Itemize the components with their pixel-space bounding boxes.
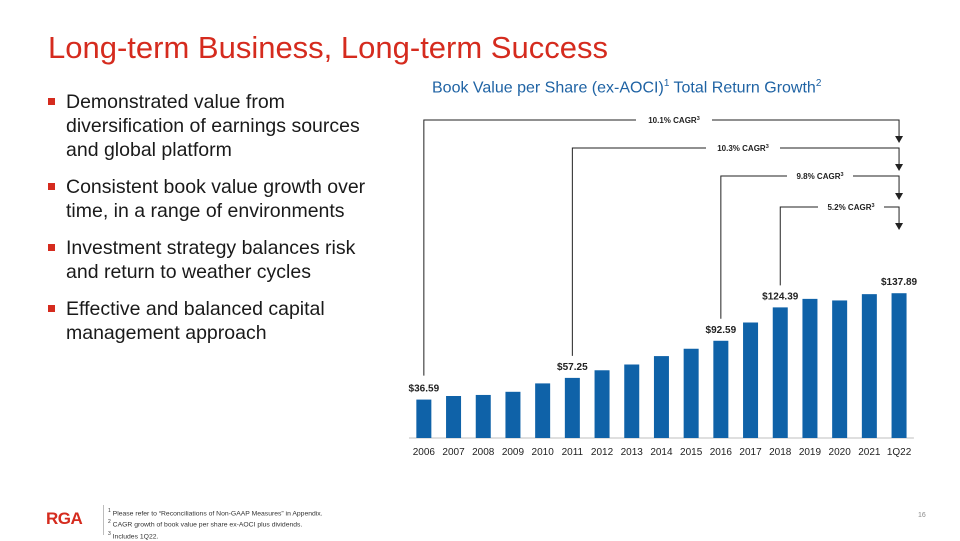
rga-logo: RGA	[46, 509, 83, 528]
x-tick-label: 2012	[591, 447, 614, 458]
bar	[653, 356, 669, 438]
data-label: $124.39	[762, 291, 799, 302]
data-label: $57.25	[557, 362, 588, 373]
chart-heading-text: Total Return Growth	[669, 79, 816, 97]
x-tick-label: 2006	[413, 447, 436, 458]
x-tick-label: 2008	[472, 447, 495, 458]
bar	[891, 293, 907, 438]
bar	[535, 383, 551, 438]
x-tick-label: 2020	[829, 447, 852, 458]
cagr-label: 5.2% CAGR3	[827, 203, 874, 212]
x-tick-label: 2019	[799, 447, 822, 458]
x-tick-label: 2018	[769, 447, 792, 458]
x-tick-label: 2007	[442, 447, 465, 458]
x-tick-label: 2009	[502, 447, 525, 458]
footnote: 2 CAGR growth of book value per share ex…	[108, 518, 323, 529]
cagr-footnote-ref: 3	[840, 172, 843, 178]
x-tick-label: 2017	[739, 447, 762, 458]
footer-divider	[103, 505, 104, 535]
bar	[505, 391, 521, 438]
footnotes: 1 Please refer to “Reconciliations of No…	[108, 507, 323, 541]
cagr-label: 10.3% CAGR3	[717, 144, 769, 153]
bar	[713, 340, 729, 438]
x-tick-label: 2021	[858, 447, 881, 458]
footnote-marker: 2	[108, 519, 111, 526]
x-tick-label: 2016	[710, 447, 733, 458]
footnote-text: CAGR growth of book value per share ex-A…	[110, 521, 303, 529]
cagr-label: 10.1% CAGR3	[648, 116, 700, 125]
cagr-bracket	[571, 147, 900, 356]
bar	[743, 322, 759, 438]
cagr-arrow-icon	[895, 193, 904, 200]
cagr-bracket	[423, 119, 900, 376]
cagr-bracket	[720, 175, 900, 319]
chart-heading-footnote-ref: 1	[663, 78, 670, 89]
footnote: 3 Includes 1Q22.	[108, 530, 323, 541]
bar	[832, 300, 848, 438]
page-number: 16	[918, 512, 926, 519]
slide-title: Long-term Business, Long-term Success	[48, 30, 608, 65]
bullet-item: Demonstrated value from diversification …	[48, 90, 388, 162]
bar	[416, 399, 432, 438]
bullet-square-icon	[48, 305, 55, 312]
footnote: 1 Please refer to “Reconciliations of No…	[108, 507, 323, 518]
bar	[861, 294, 877, 438]
bar	[594, 370, 610, 438]
bar	[683, 348, 699, 438]
chart-heading: Book Value per Share (ex-AOCI)1 Total Re…	[432, 78, 821, 97]
x-tick-label: 2015	[680, 447, 703, 458]
bar	[624, 364, 640, 438]
x-tick-label: 2010	[532, 447, 555, 458]
chart-heading-footnote-ref: 2	[815, 78, 822, 89]
x-tick-label: 1Q22	[887, 447, 912, 458]
bar	[475, 394, 491, 438]
x-tick-label: 2013	[621, 447, 644, 458]
cagr-footnote-ref: 3	[697, 116, 700, 122]
bullet-square-icon	[48, 244, 55, 251]
bar	[564, 377, 580, 438]
cagr-arrow-icon	[895, 223, 904, 230]
bullet-text: Demonstrated value from diversification …	[66, 91, 360, 161]
bullet-square-icon	[48, 98, 55, 105]
data-label: $137.89	[881, 277, 918, 288]
bullet-item: Effective and balanced capital managemen…	[48, 297, 388, 345]
cagr-bracket	[779, 206, 900, 286]
x-tick-label: 2011	[562, 447, 584, 458]
bullet-text: Effective and balanced capital managemen…	[66, 298, 325, 344]
bullet-item: Investment strategy balances risk and re…	[48, 236, 388, 284]
bar	[802, 298, 818, 438]
bullet-square-icon	[48, 183, 55, 190]
footnote-text: Includes 1Q22.	[110, 532, 159, 540]
cagr-footnote-ref: 3	[766, 144, 769, 150]
bullet-text: Investment strategy balances risk and re…	[66, 237, 356, 283]
data-label: $92.59	[706, 325, 737, 336]
cagr-arrow-icon	[895, 136, 904, 143]
bullet-text: Consistent book value growth over time, …	[66, 176, 366, 222]
chart-heading-text: Book Value per Share (ex-AOCI)	[432, 79, 664, 97]
footnote-marker: 1	[108, 508, 111, 514]
x-tick-label: 2014	[650, 447, 673, 458]
cagr-label: 9.8% CAGR3	[796, 172, 843, 181]
footnote-marker: 3	[108, 530, 111, 537]
bar	[772, 307, 788, 438]
bar	[446, 396, 462, 438]
bullet-item: Consistent book value growth over time, …	[48, 175, 388, 223]
cagr-footnote-ref: 3	[871, 203, 874, 209]
data-label: $36.59	[409, 384, 440, 395]
footnote-text: Please refer to “Reconciliations of Non-…	[110, 510, 323, 518]
cagr-arrow-icon	[895, 164, 904, 171]
bullet-list: Demonstrated value from diversification …	[48, 90, 388, 358]
